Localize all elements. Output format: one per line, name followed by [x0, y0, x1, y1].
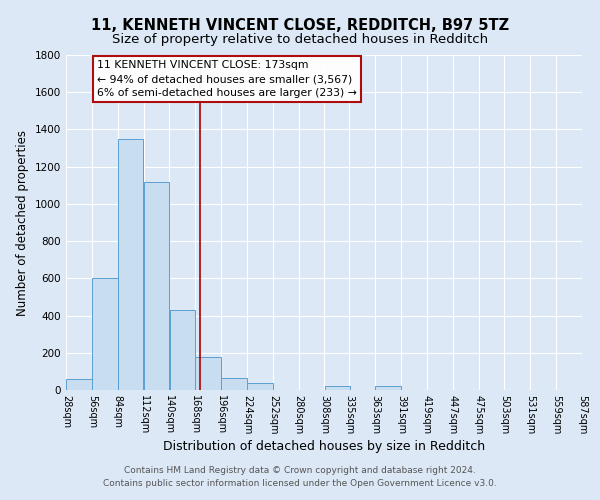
- Bar: [143, 182, 169, 390]
- Bar: [376, 386, 401, 390]
- Bar: [325, 386, 350, 390]
- Bar: [196, 358, 221, 390]
- Text: 11 KENNETH VINCENT CLOSE: 173sqm
← 94% of detached houses are smaller (3,567)
6%: 11 KENNETH VINCENT CLOSE: 173sqm ← 94% o…: [97, 60, 357, 98]
- Bar: [170, 310, 195, 390]
- Y-axis label: Number of detached properties: Number of detached properties: [16, 130, 29, 316]
- Text: Size of property relative to detached houses in Redditch: Size of property relative to detached ho…: [112, 32, 488, 46]
- Bar: [92, 278, 118, 390]
- Text: Contains HM Land Registry data © Crown copyright and database right 2024.
Contai: Contains HM Land Registry data © Crown c…: [103, 466, 497, 487]
- Bar: [247, 384, 272, 390]
- Text: 11, KENNETH VINCENT CLOSE, REDDITCH, B97 5TZ: 11, KENNETH VINCENT CLOSE, REDDITCH, B97…: [91, 18, 509, 32]
- Bar: [118, 138, 143, 390]
- Bar: [66, 379, 92, 390]
- Bar: [221, 378, 247, 390]
- X-axis label: Distribution of detached houses by size in Redditch: Distribution of detached houses by size …: [163, 440, 485, 453]
